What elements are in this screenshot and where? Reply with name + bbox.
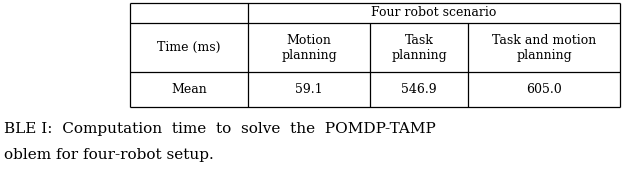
Text: Time (ms): Time (ms) — [157, 41, 221, 54]
Text: Four robot scenario: Four robot scenario — [371, 7, 497, 20]
Text: 605.0: 605.0 — [526, 83, 562, 96]
Text: 546.9: 546.9 — [401, 83, 437, 96]
Text: 59.1: 59.1 — [295, 83, 323, 96]
Text: Task
planning: Task planning — [391, 33, 447, 62]
Text: Mean: Mean — [171, 83, 207, 96]
Text: Task and motion
planning: Task and motion planning — [492, 33, 596, 62]
Text: oblem for four-robot setup.: oblem for four-robot setup. — [4, 148, 214, 162]
Text: BLE I:  Computation  time  to  solve  the  POMDP-TAMP: BLE I: Computation time to solve the POM… — [4, 122, 436, 136]
Text: Motion
planning: Motion planning — [281, 33, 337, 62]
